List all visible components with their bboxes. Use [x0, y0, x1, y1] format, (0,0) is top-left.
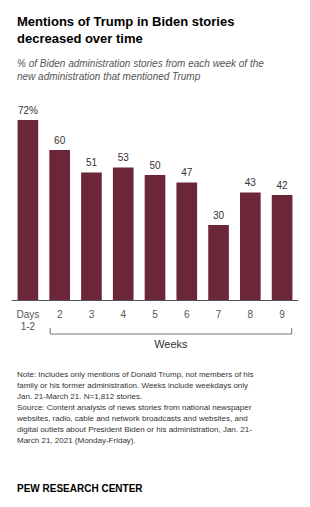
svg-text:Note: Includes only mentions o: Note: Includes only mentions of Donald T… — [17, 370, 254, 379]
svg-text:51: 51 — [86, 157, 98, 168]
svg-text:47: 47 — [181, 167, 193, 178]
svg-text:new administration that mentio: new administration that mentioned Trump — [17, 71, 201, 82]
svg-text:30: 30 — [213, 210, 225, 221]
svg-text:3: 3 — [89, 309, 95, 320]
svg-text:8: 8 — [248, 309, 254, 320]
svg-text:Weeks: Weeks — [154, 338, 188, 350]
svg-text:7: 7 — [216, 309, 222, 320]
svg-text:March 21, 2021 (Monday-Friday): March 21, 2021 (Monday-Friday). — [17, 436, 136, 445]
svg-text:6: 6 — [184, 309, 190, 320]
svg-text:72%: 72% — [18, 105, 38, 116]
svg-text:42: 42 — [277, 180, 289, 191]
svg-text:4: 4 — [120, 309, 126, 320]
svg-text:5: 5 — [152, 309, 158, 320]
svg-text:family or his former administr: family or his former administration. Wee… — [17, 381, 248, 390]
svg-text:% of Biden administration stor: % of Biden administration stories from e… — [17, 58, 264, 69]
svg-text:53: 53 — [118, 152, 130, 163]
svg-text:50: 50 — [149, 160, 161, 171]
svg-text:60: 60 — [54, 135, 66, 146]
svg-text:Jan. 21-March 21. N=1,812 stor: Jan. 21-March 21. N=1,812 stories. — [17, 392, 142, 401]
svg-text:2: 2 — [57, 309, 63, 320]
svg-text:decreased over time: decreased over time — [17, 31, 143, 46]
svg-text:43: 43 — [245, 177, 257, 188]
svg-text:9: 9 — [279, 309, 285, 320]
svg-text:websites, radio, cable and net: websites, radio, cable and network broad… — [16, 414, 248, 423]
svg-text:digital outlets about Presiden: digital outlets about President Biden or… — [17, 425, 252, 434]
svg-text:PEW RESEARCH CENTER: PEW RESEARCH CENTER — [17, 483, 143, 494]
svg-text:Mentions of Trump in Biden sto: Mentions of Trump in Biden stories — [17, 14, 234, 29]
svg-text:Source: Content analysis of ne: Source: Content analysis of news stories… — [17, 403, 252, 412]
svg-text:Days: Days — [16, 309, 39, 320]
svg-text:1-2: 1-2 — [21, 321, 36, 332]
